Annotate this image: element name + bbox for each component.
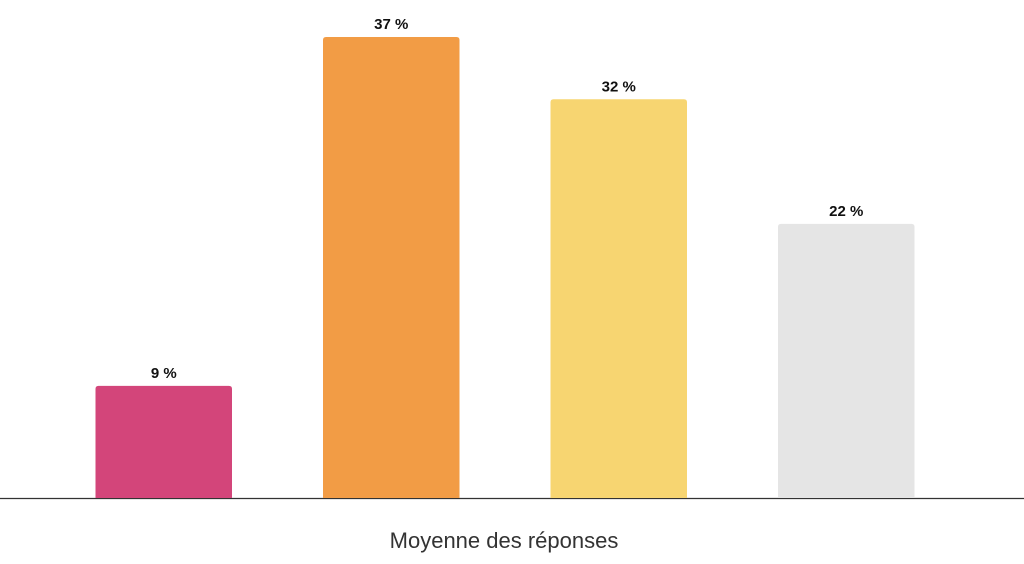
value-label: 32 % [602,78,636,95]
value-label: 22 % [829,203,863,220]
x-axis-label: Moyenne des réponses [390,528,619,553]
bar [323,37,460,498]
bar [778,223,915,498]
value-label: 9 % [151,365,177,382]
bar [550,99,687,498]
value-label: 37 % [374,16,408,33]
bar [95,385,232,498]
